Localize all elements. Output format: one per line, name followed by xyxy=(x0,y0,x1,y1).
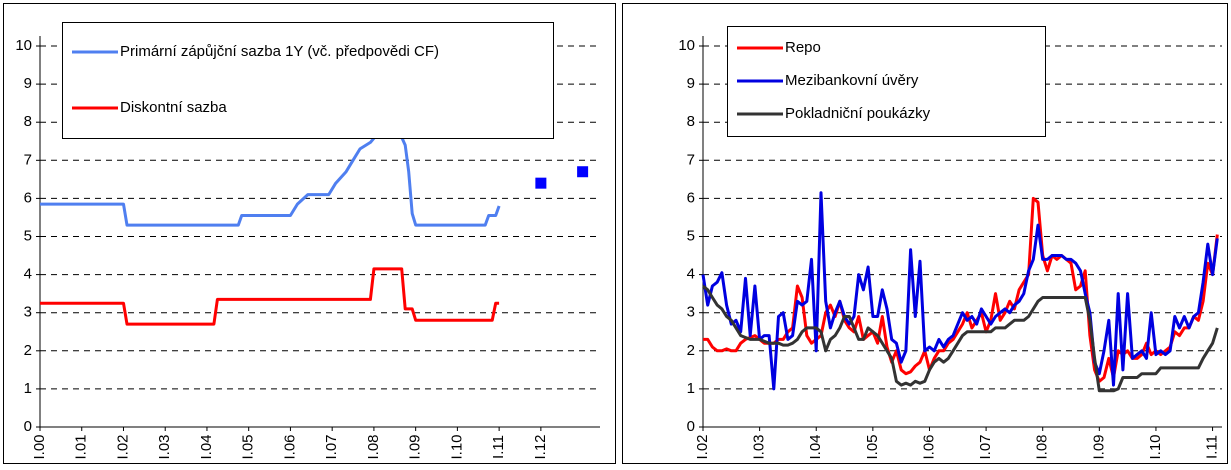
x-tick-label: I.10 xyxy=(1147,434,1164,459)
y-tick-label: 2 xyxy=(24,342,32,359)
x-tick-label: I.07 xyxy=(977,434,994,459)
y-tick-label: 0 xyxy=(24,418,32,435)
x-tick-label: I.03 xyxy=(156,434,173,459)
y-tick-label: 10 xyxy=(678,37,695,54)
y-tick-label: 8 xyxy=(687,113,695,130)
y-tick-label: 9 xyxy=(24,75,32,92)
legend-label: Primární zápůjční sazba 1Y (vč. předpově… xyxy=(120,43,439,60)
series-line xyxy=(701,191,1219,391)
x-tick-label: I.09 xyxy=(407,434,424,459)
series-line xyxy=(40,267,500,326)
legend-label: Diskontní sazba xyxy=(120,99,227,116)
x-tick-label: I.05 xyxy=(240,434,257,459)
x-tick-label: I.06 xyxy=(281,434,298,459)
y-tick-label: 7 xyxy=(24,151,32,168)
x-tick-label: I.02 xyxy=(114,434,131,459)
y-tick-label: 6 xyxy=(687,189,695,206)
panel-frame xyxy=(3,3,616,464)
y-tick-label: 5 xyxy=(24,227,32,244)
y-tick-label: 7 xyxy=(687,151,695,168)
x-tick-label: I.00 xyxy=(31,434,48,459)
legend-label: Mezibankovní úvěry xyxy=(785,72,919,89)
y-tick-label: 2 xyxy=(687,342,695,359)
y-tick-label: 1 xyxy=(24,380,32,397)
series-line xyxy=(40,128,501,227)
y-tick-label: 6 xyxy=(24,189,32,206)
y-tick-label: 3 xyxy=(687,304,695,321)
series-line xyxy=(702,284,1219,393)
x-tick-label: I.01 xyxy=(73,434,90,459)
legend-box xyxy=(62,22,554,139)
y-tick-label: 10 xyxy=(15,37,32,54)
x-tick-label: I.10 xyxy=(448,434,465,459)
x-tick-label: I.04 xyxy=(198,434,215,459)
y-tick-label: 9 xyxy=(687,75,695,92)
x-tick-label: I.11 xyxy=(1204,435,1221,459)
y-tick-label: 3 xyxy=(24,304,32,321)
y-tick-label: 4 xyxy=(687,266,695,283)
x-tick-label: I.11 xyxy=(490,435,507,459)
x-tick-label: I.08 xyxy=(1034,434,1051,459)
x-tick-label: I.12 xyxy=(532,434,549,459)
forecast-point xyxy=(535,177,547,189)
x-tick-label: I.02 xyxy=(694,434,711,459)
y-tick-label: 0 xyxy=(687,418,695,435)
x-tick-label: I.03 xyxy=(751,434,768,459)
y-tick-label: 4 xyxy=(24,266,32,283)
plot: 0 1 2 3 4 5 6 7 8 9 10 I.00 I.01 I.02 I.03 I.04 I.05 I.06… xyxy=(15,22,600,460)
panel-frame xyxy=(622,3,1228,464)
x-tick-label: I.06 xyxy=(920,434,937,459)
forecast-point xyxy=(577,166,589,178)
x-tick-label: I.08 xyxy=(365,434,382,459)
y-tick-label: 5 xyxy=(687,227,695,244)
x-tick-label: I.05 xyxy=(864,434,881,459)
x-tick-label: I.04 xyxy=(807,434,824,459)
plot: 0 1 2 3 4 5 6 7 8 9 10 I.02 I.03 I.04 I.05 I.06 I.07 I.08… xyxy=(678,26,1222,460)
y-tick-label: 8 xyxy=(24,113,32,130)
x-tick-label: I.09 xyxy=(1090,434,1107,459)
x-tick-label: I.07 xyxy=(323,434,340,459)
legend-label: Repo xyxy=(785,39,821,56)
y-tick-label: 1 xyxy=(687,380,695,397)
legend-label: Pokladniční poukázky xyxy=(785,105,931,122)
